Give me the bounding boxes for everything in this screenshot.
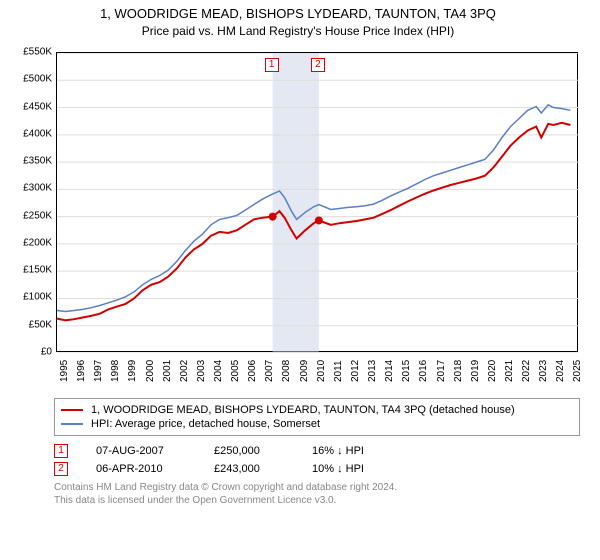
x-tick-label: 2015 [401, 360, 412, 382]
chart-container: 1, WOODRIDGE MEAD, BISHOPS LYDEARD, TAUN… [0, 0, 600, 560]
legend-label: 1, WOODRIDGE MEAD, BISHOPS LYDEARD, TAUN… [91, 404, 515, 416]
x-tick-label: 2004 [213, 360, 224, 382]
x-tick-label: 2002 [179, 360, 190, 382]
tx-delta: 10% ↓ HPI [312, 463, 364, 475]
x-tick-label: 2006 [247, 360, 258, 382]
x-tick-label: 2003 [196, 360, 207, 382]
x-tick-label: 2020 [487, 360, 498, 382]
legend-swatch [61, 409, 83, 411]
legend-swatch [61, 423, 83, 425]
x-tick-label: 1996 [76, 360, 87, 382]
y-tick-label: £550K [12, 47, 52, 58]
tx-date: 07-AUG-2007 [96, 445, 186, 457]
footer-line: This data is licensed under the Open Gov… [54, 495, 580, 508]
y-tick-label: £200K [12, 237, 52, 248]
plot [56, 52, 578, 352]
marker-badge: 1 [265, 58, 279, 72]
y-tick-label: £500K [12, 74, 52, 85]
x-tick-label: 2009 [299, 360, 310, 382]
x-tick-label: 2022 [521, 360, 532, 382]
tx-date: 06-APR-2010 [96, 463, 186, 475]
x-tick-label: 2023 [538, 360, 549, 382]
page-subtitle: Price paid vs. HM Land Registry's House … [6, 24, 590, 38]
table-row: 2 06-APR-2010 £243,000 10% ↓ HPI [54, 460, 580, 478]
legend-row: HPI: Average price, detached house, Some… [61, 417, 573, 431]
y-tick-label: £100K [12, 292, 52, 303]
y-tick-label: £400K [12, 128, 52, 139]
x-tick-label: 2016 [418, 360, 429, 382]
legend-label: HPI: Average price, detached house, Some… [91, 418, 320, 430]
table-row: 1 07-AUG-2007 £250,000 16% ↓ HPI [54, 442, 580, 460]
x-tick-label: 1995 [59, 360, 70, 382]
tx-delta: 16% ↓ HPI [312, 445, 364, 457]
x-tick-label: 1998 [110, 360, 121, 382]
x-tick-label: 2018 [453, 360, 464, 382]
x-tick-label: 2014 [384, 360, 395, 382]
x-tick-label: 2024 [555, 360, 566, 382]
plot-svg [57, 53, 579, 353]
x-tick-label: 1999 [127, 360, 138, 382]
y-tick-label: £250K [12, 210, 52, 221]
x-tick-label: 2005 [230, 360, 241, 382]
x-tick-label: 2013 [367, 360, 378, 382]
x-tick-label: 2025 [572, 360, 583, 382]
tx-price: £243,000 [214, 463, 284, 475]
y-tick-label: £350K [12, 156, 52, 167]
y-tick-label: £300K [12, 183, 52, 194]
footer: Contains HM Land Registry data © Crown c… [54, 482, 580, 507]
tx-badge: 1 [54, 444, 68, 458]
x-tick-label: 2008 [281, 360, 292, 382]
x-tick-label: 2019 [470, 360, 481, 382]
transaction-table: 1 07-AUG-2007 £250,000 16% ↓ HPI 2 06-AP… [54, 442, 580, 478]
x-tick-label: 2012 [350, 360, 361, 382]
x-tick-label: 2007 [264, 360, 275, 382]
tx-badge: 2 [54, 462, 68, 476]
x-tick-label: 2010 [316, 360, 327, 382]
x-tick-label: 2017 [436, 360, 447, 382]
chart-area: £0 £50K £100K £150K £200K £250K £300K £350K £400… [12, 44, 588, 390]
y-tick-label: £150K [12, 265, 52, 276]
x-tick-label: 2021 [504, 360, 515, 382]
legend: 1, WOODRIDGE MEAD, BISHOPS LYDEARD, TAUN… [54, 398, 580, 436]
legend-row: 1, WOODRIDGE MEAD, BISHOPS LYDEARD, TAUN… [61, 403, 573, 417]
y-tick-label: £0 [12, 347, 52, 358]
tx-price: £250,000 [214, 445, 284, 457]
footer-line: Contains HM Land Registry data © Crown c… [54, 482, 580, 495]
y-tick-label: £450K [12, 101, 52, 112]
marker-badge: 2 [311, 58, 325, 72]
page-title: 1, WOODRIDGE MEAD, BISHOPS LYDEARD, TAUN… [6, 6, 590, 21]
x-tick-label: 2000 [145, 360, 156, 382]
y-tick-label: £50K [12, 319, 52, 330]
x-tick-label: 2001 [162, 360, 173, 382]
x-tick-label: 1997 [93, 360, 104, 382]
x-tick-label: 2011 [333, 360, 344, 382]
